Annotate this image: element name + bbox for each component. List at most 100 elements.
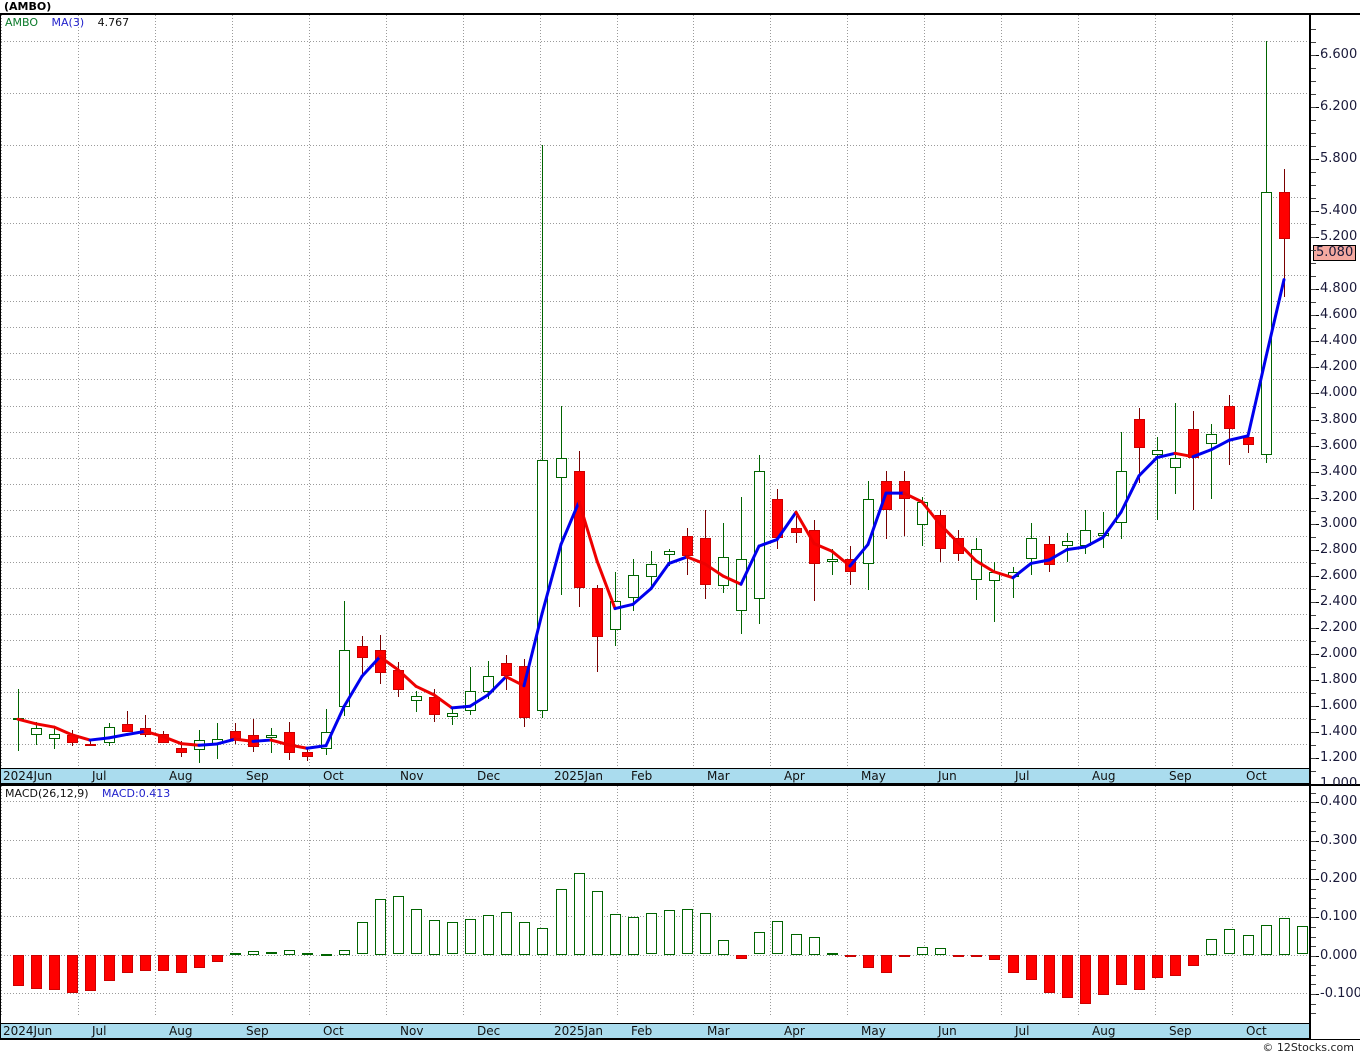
price-gridline-h: [1, 458, 1309, 459]
candle-body: [1134, 419, 1145, 448]
chart-gridline-v: [617, 786, 618, 1016]
chart-gridline-v: [155, 15, 156, 770]
price-axis-label: 6.600: [1320, 47, 1358, 62]
candle-body: [104, 727, 115, 743]
date-tick-label: May: [861, 769, 886, 783]
price-axis-minor-tick: [1311, 706, 1316, 707]
moving-average-overlay: [16, 278, 1286, 750]
macd-histogram-bar: [140, 955, 151, 971]
macd-histogram-bar: [266, 952, 277, 954]
macd-axis-minor-tick: [1311, 1013, 1316, 1014]
price-gridline-h: [1, 588, 1309, 589]
price-axis-label: 3.600: [1320, 438, 1358, 453]
macd-histogram-bar: [809, 937, 820, 955]
macd-histogram-bar: [302, 953, 313, 955]
macd-histogram-bar: [682, 909, 693, 954]
macd-histogram-bar: [230, 953, 241, 955]
macd-axis-minor-tick: [1311, 927, 1316, 928]
macd-histogram-bar: [1224, 929, 1235, 954]
candle-body: [140, 728, 151, 735]
price-gridline-h: [1, 666, 1309, 667]
price-axis-minor-tick: [1311, 771, 1316, 772]
macd-histogram-bar: [375, 899, 386, 955]
candle-wick: [271, 728, 272, 753]
price-axis-label: 2.200: [1320, 620, 1358, 635]
candle-wick: [1157, 437, 1158, 520]
macd-histogram-bar: [429, 920, 440, 955]
macd-histogram-bar: [537, 928, 548, 955]
candle-wick: [18, 689, 19, 751]
price-axis-label: 4.200: [1320, 359, 1358, 374]
price-axis-minor-tick: [1311, 237, 1316, 238]
price-axis-minor-tick: [1311, 315, 1316, 316]
candle-body: [592, 588, 603, 637]
macd-histogram-bar: [1188, 955, 1199, 966]
macd-histogram-bar: [1134, 955, 1145, 990]
price-axis-minor-tick: [1311, 537, 1316, 538]
date-tick-label: Mar: [707, 769, 730, 783]
macd-histogram-bar: [1206, 939, 1217, 955]
candle-body: [827, 559, 838, 562]
price-gridline-h: [1, 484, 1309, 485]
macd-histogram-bar: [519, 922, 530, 955]
macd-histogram-bar: [1170, 955, 1181, 976]
macd-histogram-bar: [664, 910, 675, 955]
price-gridline-h: [1, 301, 1309, 302]
macd-axis-minor-tick: [1311, 889, 1316, 890]
price-axis-label: 1.800: [1320, 672, 1358, 687]
macd-axis-minor-tick: [1311, 802, 1316, 803]
price-axis-minor-tick: [1311, 641, 1316, 642]
candle-body: [809, 530, 820, 564]
macd-histogram-bar: [863, 955, 874, 968]
date-tick-label: 2025Jan: [554, 769, 604, 783]
candle-body: [266, 735, 277, 738]
candle-body: [1279, 192, 1290, 239]
macd-legend: MACD(26,12,9) MACD:0.413: [5, 788, 180, 800]
price-axis-label: 5.400: [1320, 203, 1358, 218]
macd-axis-minor-tick: [1311, 984, 1316, 985]
candle-body: [321, 732, 332, 749]
price-gridline-h: [1, 223, 1309, 224]
macd-histogram-bar: [989, 955, 1000, 960]
footer-bar: © 12Stocks.com: [0, 1040, 1360, 1056]
candle-wick: [1193, 411, 1194, 510]
candle-body: [1044, 544, 1055, 565]
candle-body: [501, 663, 512, 676]
chart-gridline-v: [1001, 786, 1002, 1016]
legend-ma-label: MA(3): [51, 16, 85, 29]
date-tick-label: Aug: [1092, 769, 1116, 783]
macd-histogram-bar: [646, 913, 657, 954]
date-tick-label: 2024Jun: [3, 769, 53, 783]
date-tick-label: Sep: [246, 769, 269, 783]
price-axis-label: 5.800: [1320, 151, 1358, 166]
candle-body: [971, 549, 982, 580]
chart-gridline-v: [1232, 15, 1233, 770]
price-axis-minor-tick: [1311, 198, 1316, 199]
price-axis-label: 3.400: [1320, 464, 1358, 479]
macd-histogram-bar: [284, 950, 295, 955]
price-axis-minor-tick: [1311, 263, 1316, 264]
macd-histogram-bar: [754, 932, 765, 954]
macd-histogram-bar: [393, 896, 404, 954]
candle-wick: [1013, 567, 1014, 598]
candle-wick: [832, 549, 833, 575]
last-price-flag: 5.080: [1313, 245, 1357, 261]
macd-histogram-bar: [104, 955, 115, 981]
macd-histogram-bar: [1062, 955, 1073, 998]
candle-body: [1062, 541, 1073, 546]
macd-axis-label: 0.300: [1320, 833, 1358, 848]
price-axis-minor-tick: [1311, 446, 1316, 447]
price-axis-label: 1.600: [1320, 698, 1358, 713]
moving-average-segment: [1065, 545, 1087, 552]
macd-histogram-bar: [339, 950, 350, 955]
macd-histogram-bar: [1044, 955, 1055, 993]
macd-histogram-bar: [845, 955, 856, 957]
legend-macd-value: MACD:0.413: [102, 787, 171, 800]
candle-body: [393, 670, 404, 690]
candle-wick: [1103, 512, 1104, 548]
date-tick-label: Jul: [92, 769, 107, 783]
macd-histogram-bar: [700, 913, 711, 954]
price-axis-label: 3.800: [1320, 412, 1358, 427]
candle-body: [953, 538, 964, 554]
